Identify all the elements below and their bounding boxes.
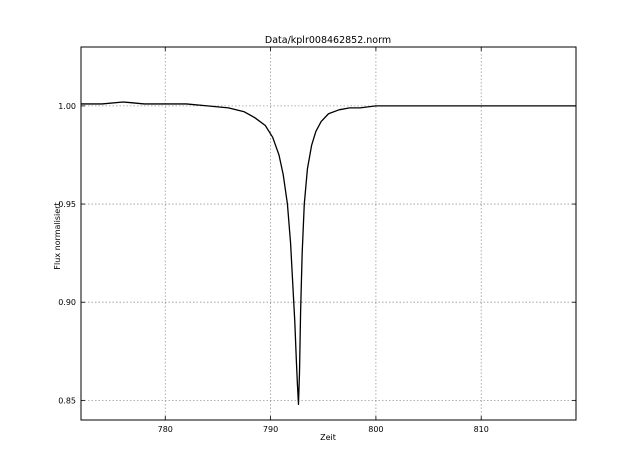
x-tick-label: 790	[263, 425, 278, 434]
ticks: 780 790 800 810 0.85 0.90 0.95 1.00	[58, 47, 576, 434]
y-tick-label: 1.00	[58, 102, 76, 111]
grid	[81, 47, 576, 420]
x-tick-label: 810	[474, 425, 489, 434]
x-tick-label: 800	[368, 425, 383, 434]
series-layer	[81, 101, 576, 405]
flux-series-line	[81, 101, 576, 405]
y-tick-label: 0.95	[58, 200, 76, 209]
y-axis-label: Flux normalisiert	[53, 202, 62, 269]
chart-title: Data/kplr008462852.norm	[265, 35, 391, 46]
y-tick-label: 0.85	[58, 396, 76, 405]
x-axis-label: Zeit	[320, 433, 336, 442]
y-tick-label: 0.90	[58, 298, 76, 307]
x-tick-label: 780	[158, 425, 173, 434]
plot-frame	[80, 46, 577, 421]
